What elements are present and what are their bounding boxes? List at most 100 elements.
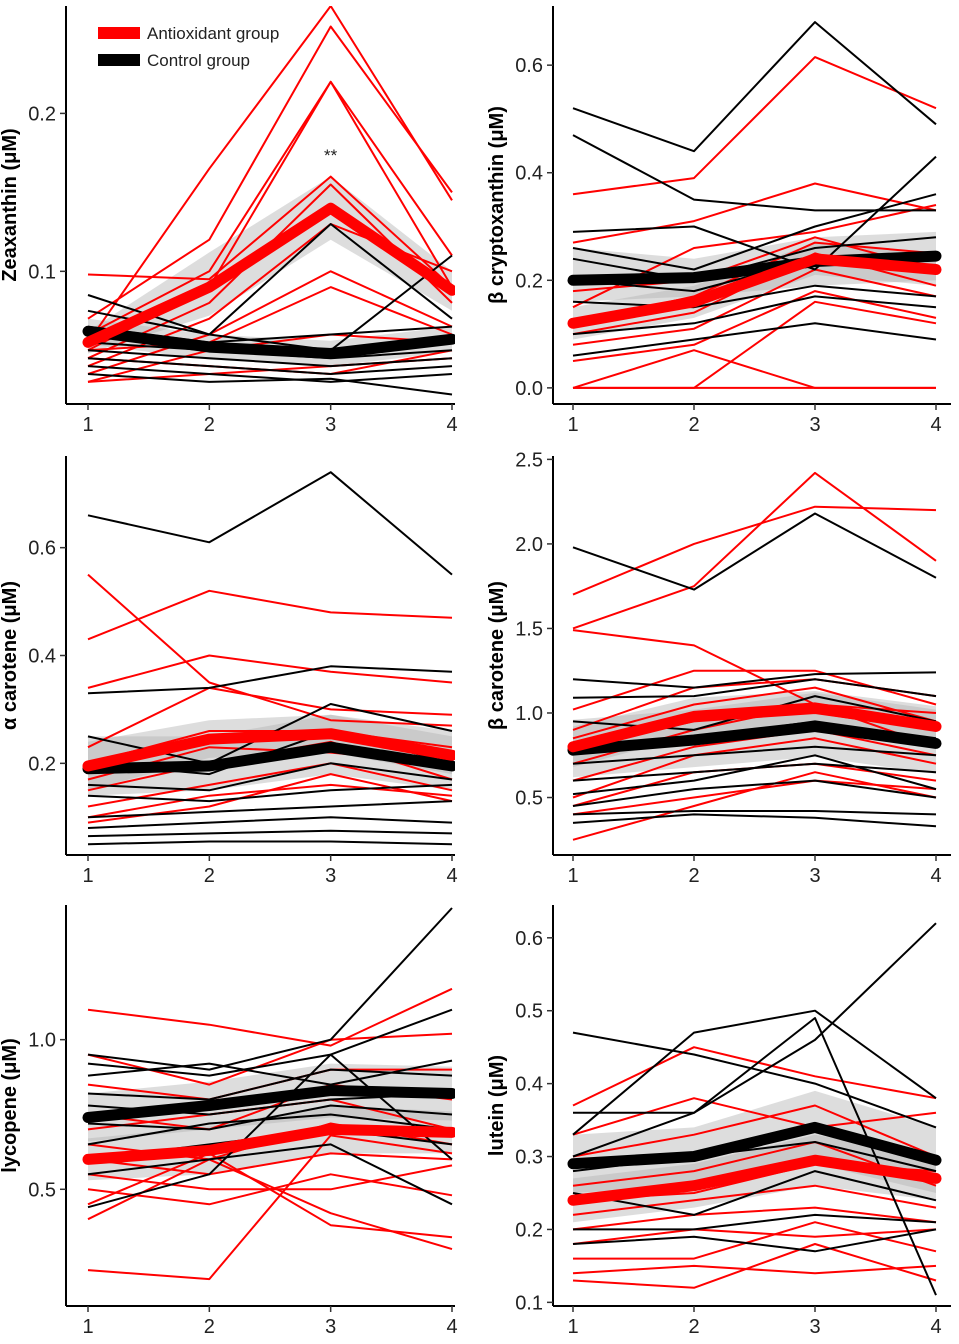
x-tick-label: 2 [688, 865, 699, 887]
y-tick-label: 0.4 [515, 163, 543, 185]
antioxidant-individual-line [87, 1158, 453, 1251]
antioxidant-mean-line [567, 253, 942, 329]
antioxidant-mean-line [567, 1154, 942, 1206]
control-individual-line [572, 671, 937, 689]
x-tick-label: 3 [325, 1316, 336, 1338]
antioxidant-individual-line [87, 175, 453, 288]
panel-5: 1 2 3 4 0.5 1.0 lycopene (μM) [0, 905, 458, 1338]
antioxidant-individual-line [572, 1228, 937, 1245]
control-individual-line [572, 678, 937, 699]
antioxidant-individual-line [87, 686, 453, 749]
control-individual-line [572, 813, 937, 828]
y-axis-label: β cryptoxanthin (μM) [486, 106, 508, 304]
antioxidant-individual-line [572, 268, 937, 346]
control-individual-line [87, 840, 453, 846]
control-group-legend-label: Control group [147, 51, 250, 70]
plot-area [82, 907, 455, 1281]
control-individual-line [572, 284, 937, 309]
y-tick-label: 2.0 [515, 534, 543, 556]
x-tick-label: 4 [930, 865, 941, 887]
panel-1: 1 2 3 4 0.1 0.2 Zeaxanthin (μM) ** [0, 6, 458, 436]
control-individual-line [87, 816, 453, 829]
antioxidant-individual-line [572, 1097, 937, 1136]
y-tick-label: 0.6 [515, 928, 543, 950]
x-tick-label: 1 [82, 865, 93, 887]
antioxidant-mean-line [82, 728, 455, 772]
plot-area [82, 6, 455, 396]
x-tick-label: 1 [567, 1316, 578, 1338]
control-individual-line [87, 365, 453, 383]
x-tick-label: 4 [930, 414, 941, 436]
panel-3: 1 2 3 4 0.2 0.4 0.6 α carotene (μM) [0, 456, 458, 887]
x-tick-label: 2 [204, 414, 215, 436]
antioxidant-individual-line [87, 573, 453, 727]
control-individual-line [87, 349, 453, 368]
control-individual-line [87, 373, 453, 396]
x-tick-label: 3 [809, 414, 820, 436]
antioxidant-individual-line [572, 1206, 937, 1231]
control-individual-line [572, 193, 937, 271]
control-mean-line [82, 325, 455, 359]
antioxidant-individual-line [572, 771, 937, 841]
y-tick-label: 0.4 [28, 646, 56, 668]
antioxidant-individual-line [572, 1243, 937, 1289]
y-axis-label: α carotene (μM) [0, 581, 21, 730]
control-individual-line [87, 800, 453, 819]
control-mean-line [567, 721, 942, 756]
y-axis-label: lycopene (μM) [0, 1038, 21, 1172]
control-individual-line [572, 779, 937, 807]
control-individual-line [572, 512, 937, 591]
plot-area [567, 471, 942, 841]
antioxidant-group-legend-label: Antioxidant group [147, 24, 279, 43]
x-tick-label: 2 [688, 414, 699, 436]
y-tick-label: 0.0 [515, 378, 543, 400]
control-individual-line [87, 1068, 453, 1101]
y-tick-label: 0.1 [515, 1292, 543, 1314]
antioxidant-individual-line [572, 471, 937, 630]
x-tick-label: 2 [204, 1316, 215, 1338]
control-individual-line [573, 922, 937, 1114]
y-tick-label: 0.5 [515, 1001, 543, 1023]
y-axis-label: lutein (μM) [486, 1055, 508, 1156]
x-tick-label: 4 [446, 1316, 457, 1338]
plot-area [567, 922, 942, 1296]
antioxidant-individual-line [87, 25, 453, 320]
control-individual-line [572, 810, 937, 816]
control-individual-line [87, 357, 453, 375]
y-tick-label: 0.5 [28, 1179, 56, 1201]
control-individual-line [87, 223, 453, 336]
x-tick-label: 2 [204, 865, 215, 887]
x-tick-label: 1 [567, 865, 578, 887]
legend: Antioxidant group Control group [98, 24, 279, 70]
x-tick-label: 2 [688, 1316, 699, 1338]
panel-6: 1 2 3 4 0.1 0.2 0.3 0.4 0.5 0.6 lutein (μM) [486, 905, 951, 1338]
x-tick-label: 1 [82, 1316, 93, 1338]
y-tick-label: 0.2 [28, 753, 56, 775]
y-tick-label: 0.2 [515, 1219, 543, 1241]
y-tick-label: 0.1 [28, 261, 56, 283]
panel-2: 1 2 3 4 0.0 0.2 0.4 0.6 β cryptoxanthin (μM) [486, 6, 951, 436]
x-tick-label: 4 [446, 414, 457, 436]
y-axis-label: β carotene (μM) [486, 581, 508, 730]
y-tick-label: 0.4 [515, 1074, 543, 1096]
y-tick-label: 0.5 [515, 788, 543, 810]
control-individual-line [87, 665, 453, 695]
control-mean-line [82, 1085, 455, 1123]
control-mean-line [567, 1121, 942, 1170]
plot-area [82, 471, 455, 846]
control-individual-line [572, 1170, 937, 1216]
y-tick-label: 1.0 [28, 1030, 56, 1052]
antioxidant-individual-line [87, 6, 453, 343]
y-tick-label: 0.2 [515, 270, 543, 292]
antioxidant-individual-line [573, 1221, 937, 1260]
x-tick-label: 3 [325, 414, 336, 436]
control-individual-line [87, 1143, 453, 1206]
control-individual-line [87, 471, 453, 576]
x-tick-label: 1 [567, 414, 578, 436]
antioxidant-individual-line [87, 987, 453, 1047]
y-tick-label: 1.0 [515, 703, 543, 725]
antioxidant-individual-line [87, 1134, 453, 1281]
control-individual-line [572, 1228, 937, 1253]
